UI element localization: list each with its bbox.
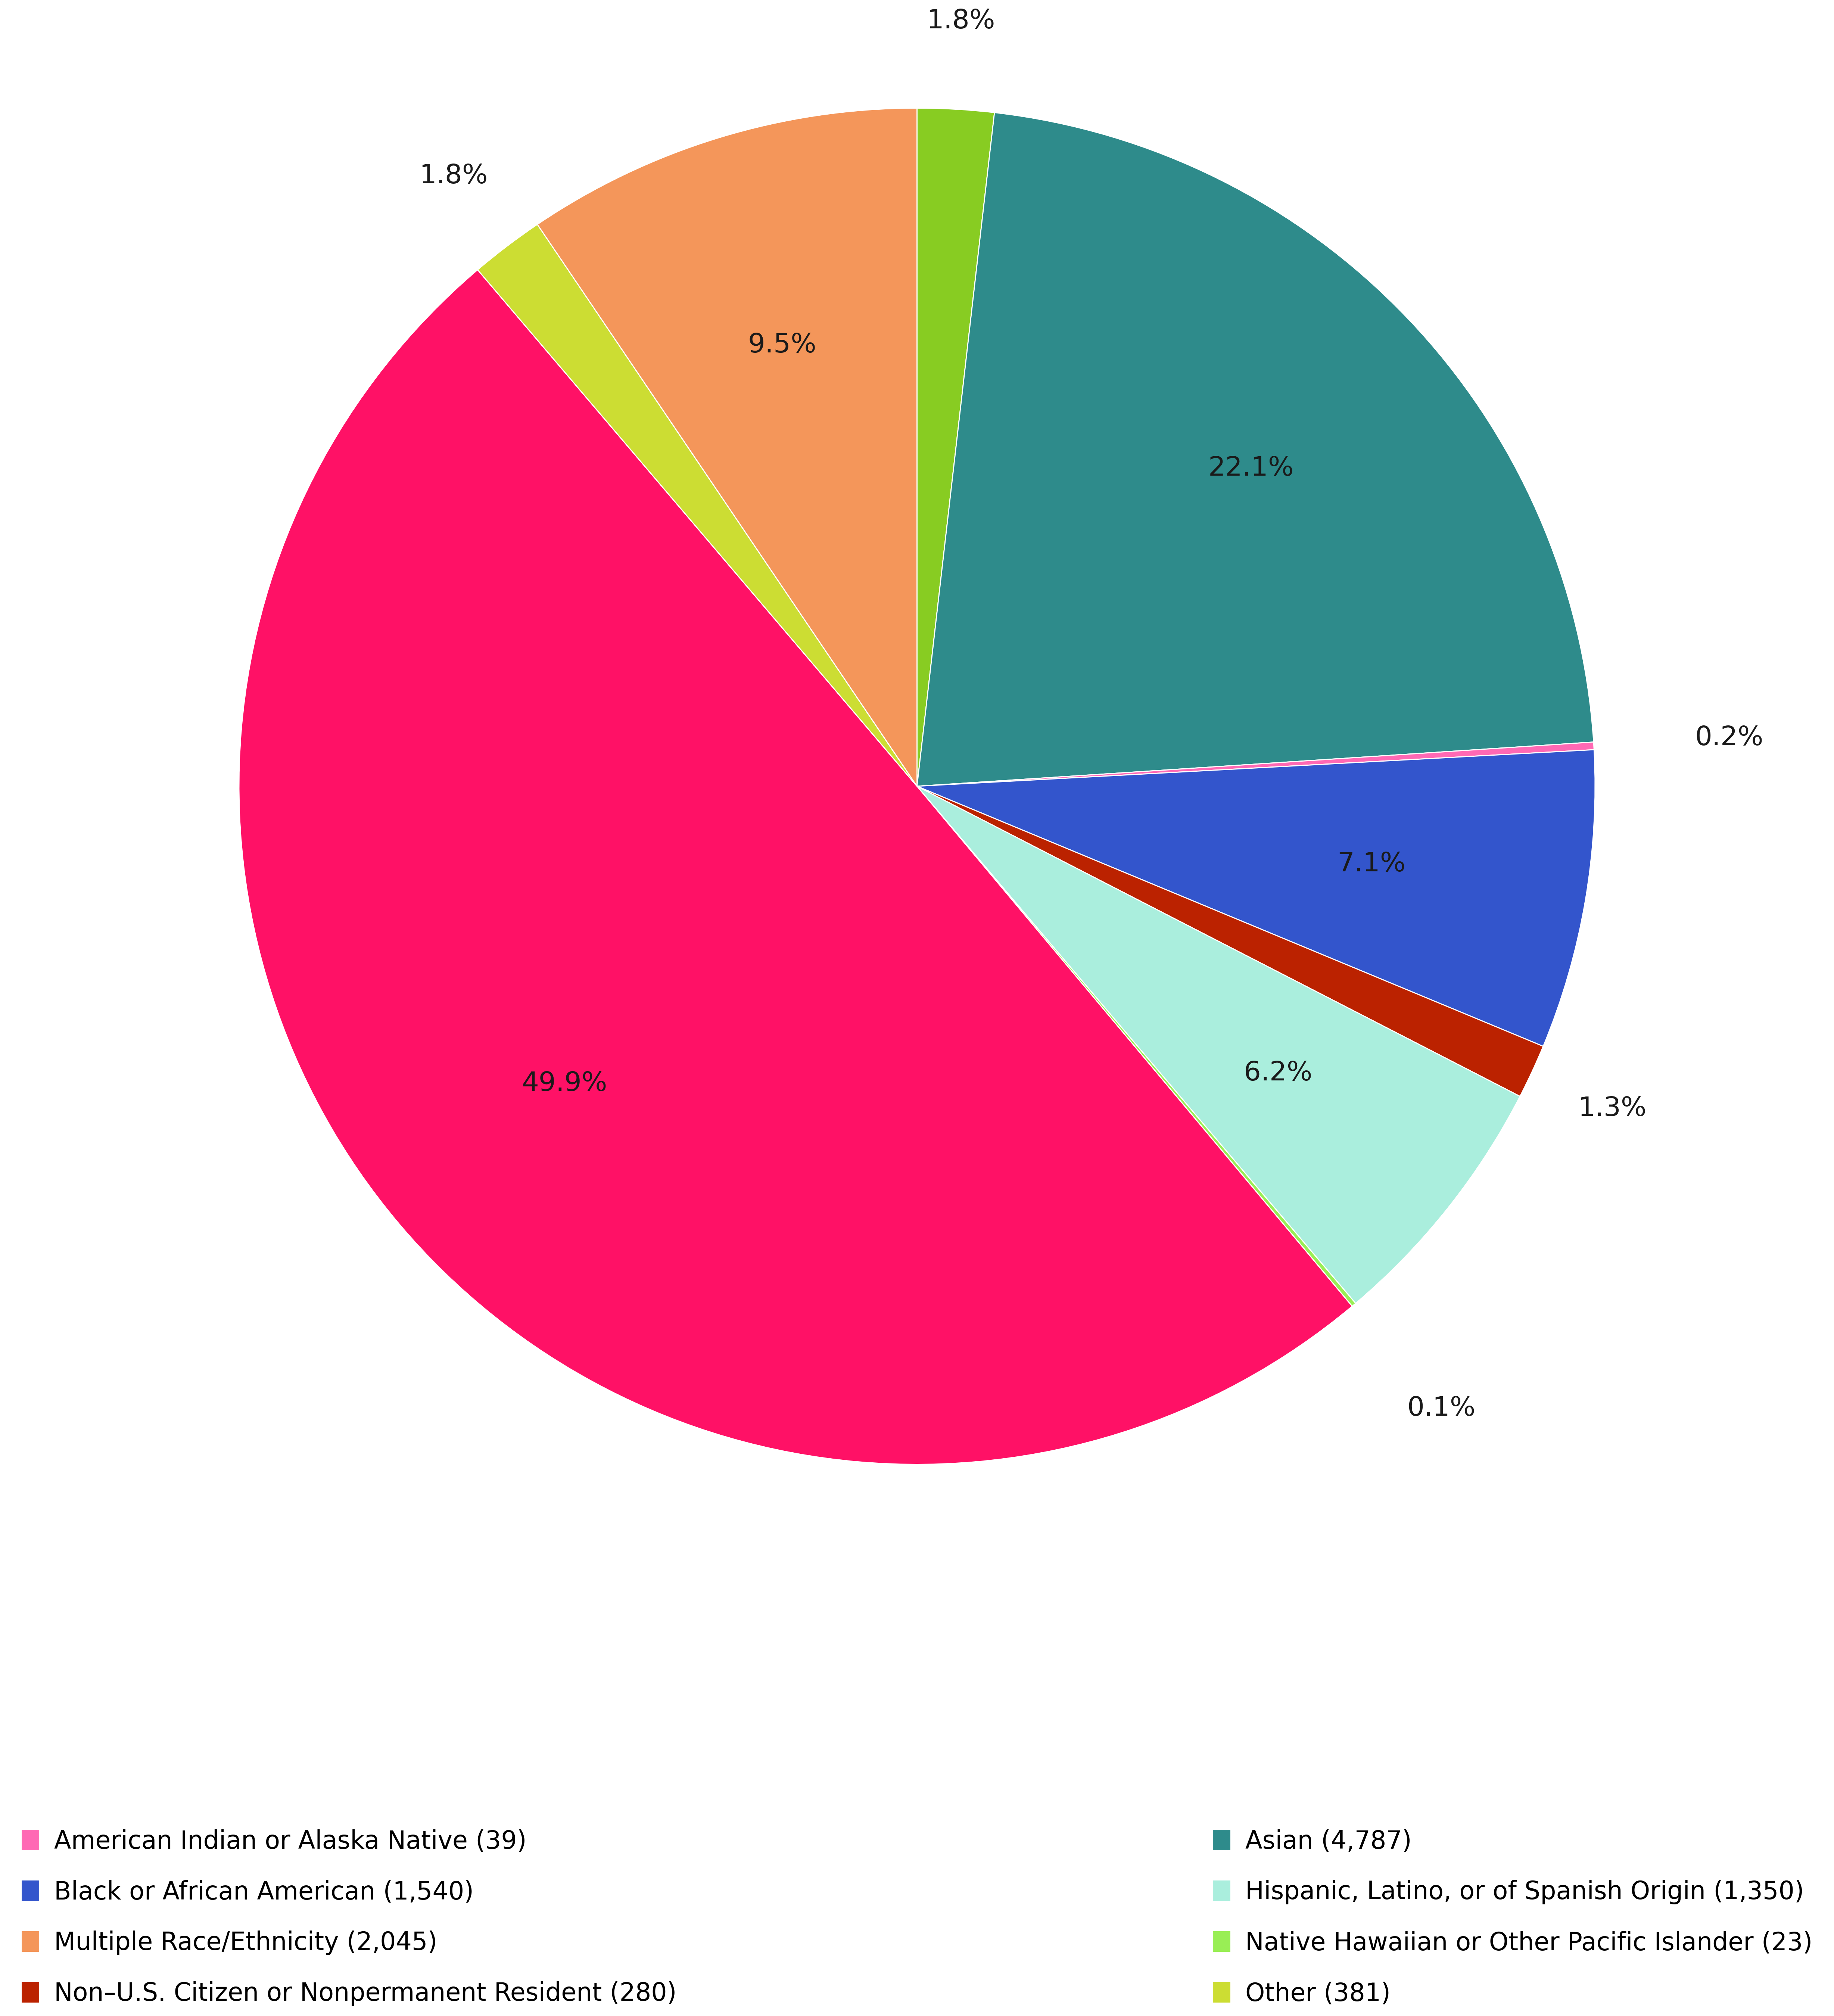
Text: 1.8%: 1.8% bbox=[420, 163, 488, 190]
Wedge shape bbox=[917, 786, 1355, 1306]
Text: 22.1%: 22.1% bbox=[1209, 456, 1293, 482]
Text: 7.1%: 7.1% bbox=[1337, 851, 1405, 877]
Text: 9.5%: 9.5% bbox=[748, 333, 816, 359]
Legend: Asian (4,787), Hispanic, Latino, or of Spanish Origin (1,350), Native Hawaiian o: Asian (4,787), Hispanic, Latino, or of S… bbox=[1212, 1829, 1812, 2016]
Wedge shape bbox=[917, 750, 1596, 1046]
Text: 1.3%: 1.3% bbox=[1577, 1097, 1647, 1121]
Wedge shape bbox=[238, 270, 1352, 1464]
Text: 0.1%: 0.1% bbox=[1407, 1395, 1476, 1421]
Wedge shape bbox=[917, 742, 1594, 786]
Wedge shape bbox=[537, 109, 917, 786]
Text: 1.8%: 1.8% bbox=[926, 8, 996, 34]
Wedge shape bbox=[917, 786, 1542, 1097]
Text: 49.9%: 49.9% bbox=[523, 1070, 607, 1097]
Wedge shape bbox=[917, 109, 994, 786]
Wedge shape bbox=[477, 224, 917, 786]
Wedge shape bbox=[917, 113, 1594, 786]
Text: 6.2%: 6.2% bbox=[1243, 1060, 1313, 1087]
Wedge shape bbox=[917, 786, 1520, 1304]
Text: 0.2%: 0.2% bbox=[1695, 726, 1764, 750]
